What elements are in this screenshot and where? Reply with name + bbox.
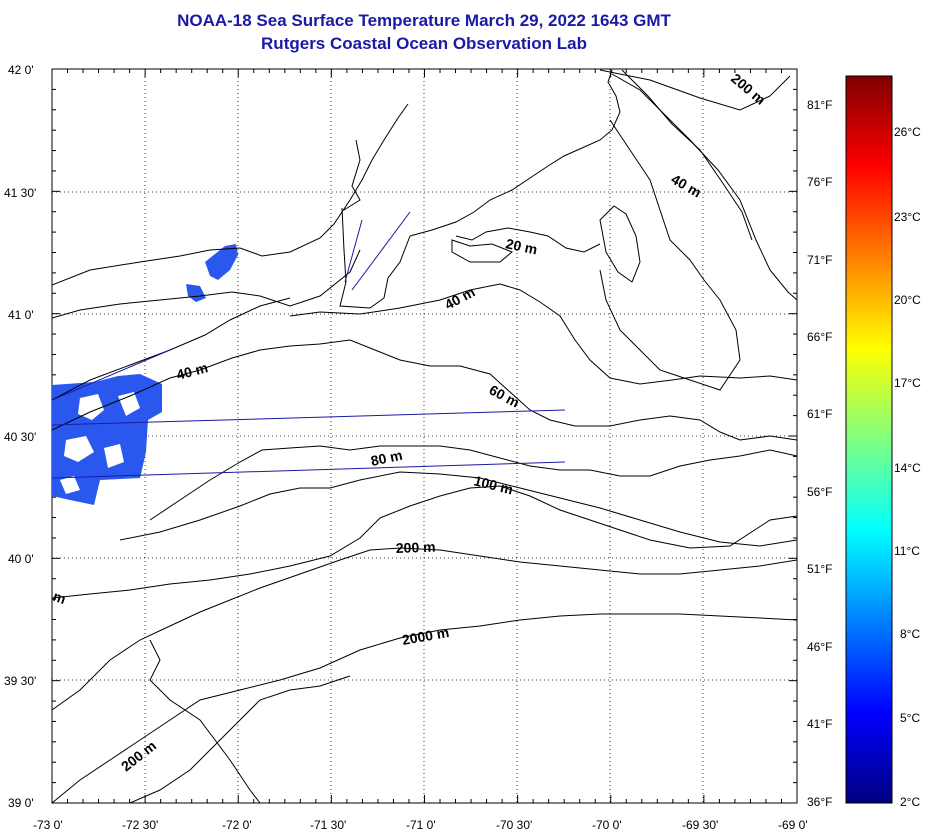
lat-label: 41 30'	[4, 186, 36, 200]
fahrenheit-label: 71°F	[807, 253, 832, 267]
fahrenheit-label: 51°F	[807, 562, 832, 576]
contour-label-20m: 20 m	[504, 235, 539, 257]
lon-label: -71 0'	[406, 818, 436, 832]
fahrenheit-label: 46°F	[807, 640, 832, 654]
celsius-label: 8°C	[900, 627, 920, 641]
colorbar	[845, 75, 893, 804]
fahrenheit-label: 81°F	[807, 98, 832, 112]
fahrenheit-label: 56°F	[807, 485, 832, 499]
lat-label: 39 0'	[8, 796, 34, 810]
lat-label: 40 0'	[8, 552, 34, 566]
map-subtitle: Rutgers Coastal Ocean Observation Lab	[261, 34, 587, 53]
celsius-label: 23°C	[894, 210, 921, 224]
lon-label: -71 30'	[310, 818, 346, 832]
lon-labels: -73 0' -72 30' -72 0' -71 30' -71 0' -70…	[33, 818, 808, 832]
lat-label: 41 0'	[8, 308, 34, 322]
tick-marks	[51, 68, 798, 804]
map-title: NOAA-18 Sea Surface Temperature March 29…	[177, 11, 671, 30]
lon-label: -69 30'	[682, 818, 718, 832]
fahrenheit-label: 41°F	[807, 717, 832, 731]
celsius-label: 17°C	[894, 376, 921, 390]
lon-label: -73 0'	[33, 818, 63, 832]
lat-label: 39 30'	[4, 674, 36, 688]
contour-label-edge: m	[51, 588, 68, 607]
lat-labels: 42 0' 41 30' 41 0' 40 30' 40 0' 39 30' 3…	[4, 63, 36, 810]
fahrenheit-label: 66°F	[807, 330, 832, 344]
satellite-tracks	[52, 211, 566, 479]
fahrenheit-label: 36°F	[807, 795, 832, 809]
lon-label: -72 0'	[222, 818, 252, 832]
coastline	[52, 69, 797, 803]
fahrenheit-label: 76°F	[807, 175, 832, 189]
colorbar-fahrenheit-labels: 81°F 76°F 71°F 66°F 61°F 56°F 51°F 46°F …	[807, 98, 832, 809]
lon-label: -70 30'	[496, 818, 532, 832]
fahrenheit-label: 61°F	[807, 407, 832, 421]
lat-label: 42 0'	[8, 63, 34, 77]
lat-label: 40 30'	[4, 430, 36, 444]
contour-label-80m: 80 m	[369, 447, 404, 469]
celsius-label: 11°C	[894, 544, 920, 558]
lon-label: -69 0'	[778, 818, 808, 832]
celsius-label: 5°C	[900, 711, 920, 725]
graticule	[52, 69, 797, 803]
lon-label: -70 0'	[592, 818, 622, 832]
lon-label: -72 30'	[122, 818, 158, 832]
celsius-label: 2°C	[900, 795, 920, 809]
celsius-label: 26°C	[894, 125, 921, 139]
sst-cloud-gaps	[60, 392, 140, 494]
celsius-label: 20°C	[894, 293, 921, 307]
colorbar-celsius-labels: 26°C 23°C 20°C 17°C 14°C 11°C 8°C 5°C 2°…	[894, 125, 921, 809]
contour-label-40m-west: 40 m	[175, 359, 210, 383]
celsius-label: 14°C	[894, 461, 921, 475]
contour-label-200m-mid: 200 m	[396, 539, 436, 556]
